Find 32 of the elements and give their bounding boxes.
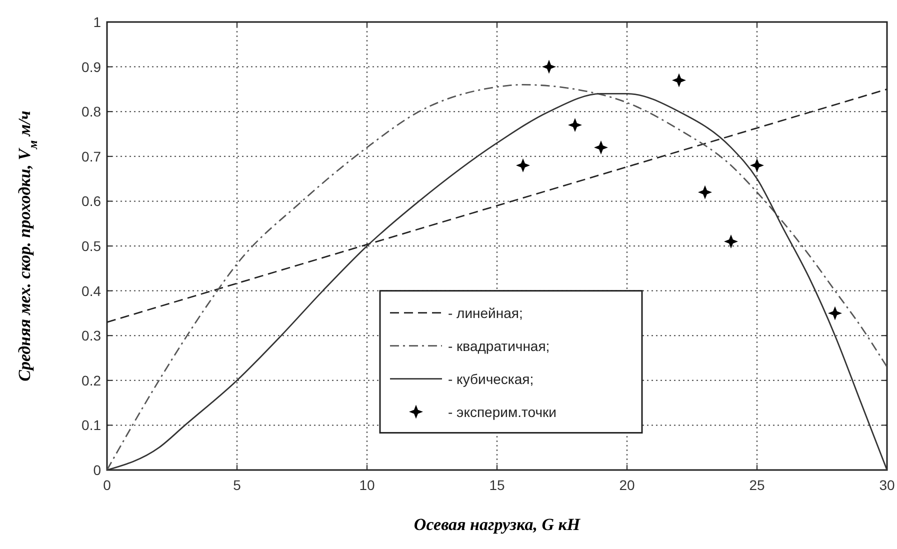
y-tick-label: 0.4 — [82, 282, 102, 299]
point — [542, 60, 556, 74]
x-axis-title: Осевая нагрузка, G кН — [414, 515, 581, 534]
point — [594, 140, 608, 154]
legend-label: - квадратичная; — [448, 338, 550, 354]
point — [568, 118, 582, 132]
y-tick-label: 0.6 — [82, 193, 102, 210]
point — [698, 185, 712, 200]
x-tick-label: 15 — [489, 477, 505, 493]
point — [828, 306, 842, 320]
x-tick-label: 5 — [233, 477, 242, 493]
point — [750, 158, 764, 172]
x-tick-label: 0 — [103, 477, 112, 493]
y-tick-label: 0.5 — [82, 238, 102, 254]
y-tick-label: 1 — [93, 14, 102, 30]
legend-label: - эксперим.точки — [448, 404, 556, 420]
point — [516, 158, 530, 172]
y-tick-label: 0.3 — [82, 328, 102, 344]
x-tick-label: 30 — [879, 477, 895, 493]
legend-label: - линейная; — [448, 304, 523, 321]
x-tick-label: 20 — [619, 477, 635, 493]
y-tick-label: 0.8 — [82, 104, 102, 120]
y-tick-label: 0.2 — [82, 372, 102, 388]
point — [724, 234, 738, 249]
point — [672, 73, 686, 88]
y-tick-label: 0.7 — [82, 148, 102, 164]
y-tick-label: 0.1 — [82, 417, 102, 434]
y-tick-label: 0 — [93, 462, 102, 478]
y-tick-label: 0.9 — [82, 58, 102, 75]
legend-label: - кубическая; — [448, 370, 534, 387]
x-tick-label: 10 — [359, 477, 375, 493]
x-tick-label: 25 — [749, 477, 765, 493]
